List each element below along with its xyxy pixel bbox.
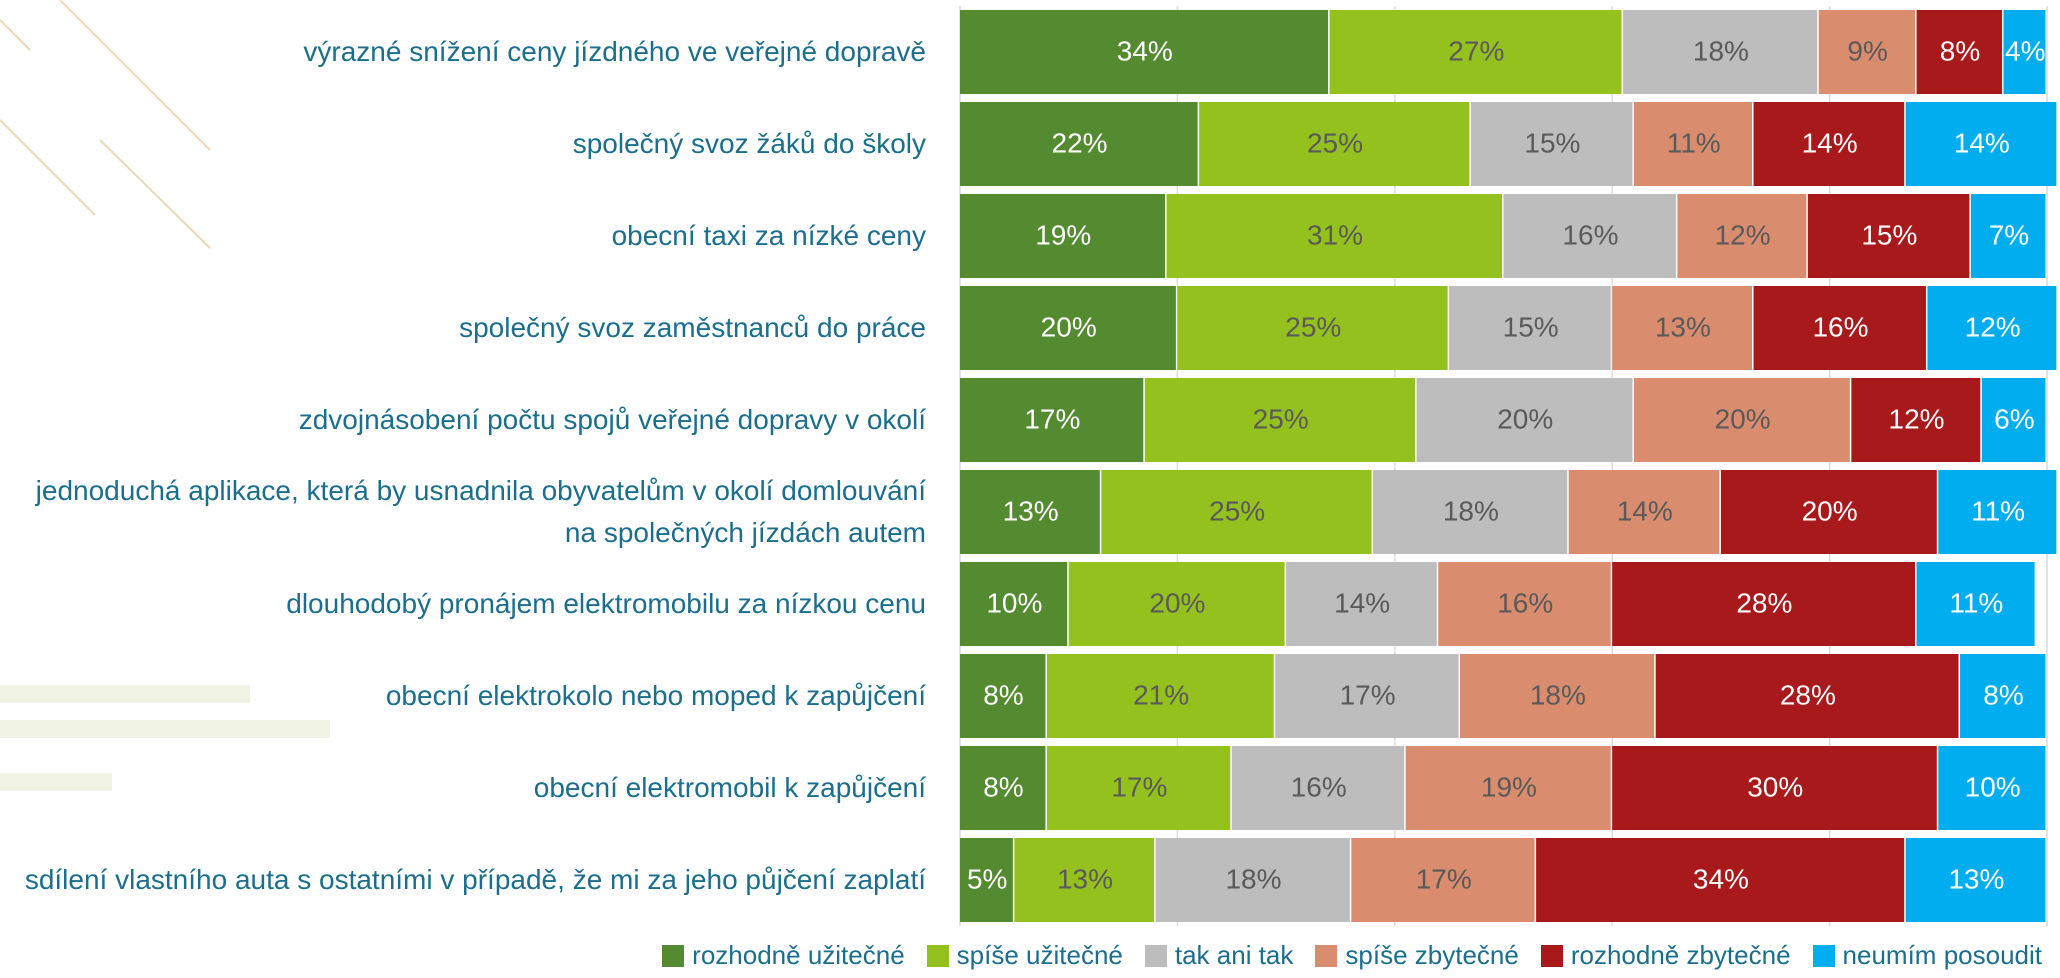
value-label: 15% — [1524, 127, 1580, 158]
legend-item: rozhodně zbytečné — [1541, 940, 1791, 971]
category-label: zdvojnásobení počtu spojů veřejné doprav… — [10, 378, 926, 462]
page: {"chart_data": {"type": "stacked-bar-hor… — [0, 0, 2060, 978]
value-label: 20% — [1497, 403, 1553, 434]
value-label: 16% — [1497, 587, 1553, 618]
value-label: 17% — [1340, 679, 1396, 710]
value-label: 7% — [1989, 219, 2029, 250]
legend-label: spíše užitečné — [957, 940, 1123, 971]
value-label: 30% — [1747, 771, 1803, 802]
value-label: 12% — [1715, 219, 1771, 250]
value-label: 15% — [1503, 311, 1559, 342]
value-label: 12% — [1889, 403, 1945, 434]
legend-label: rozhodně užitečné — [692, 940, 904, 971]
value-label: 18% — [1443, 495, 1499, 526]
value-label: 15% — [1861, 219, 1917, 250]
category-label: dlouhodobý pronájem elektromobilu za níz… — [10, 562, 926, 646]
value-label: 17% — [1416, 863, 1472, 894]
value-label: 18% — [1530, 679, 1586, 710]
value-label: 34% — [1117, 35, 1173, 66]
value-label: 13% — [1003, 495, 1059, 526]
value-label: 8% — [1983, 679, 2023, 710]
legend-swatch — [1145, 945, 1167, 967]
value-label: 13% — [1655, 311, 1711, 342]
value-label: 8% — [1940, 35, 1980, 66]
value-label: 18% — [1225, 863, 1281, 894]
value-label: 17% — [1024, 403, 1080, 434]
value-label: 25% — [1253, 403, 1309, 434]
value-label: 20% — [1149, 587, 1205, 618]
value-label: 28% — [1736, 587, 1792, 618]
legend-label: spíše zbytečné — [1345, 940, 1518, 971]
value-label: 8% — [983, 771, 1023, 802]
legend-swatch — [927, 945, 949, 967]
legend: rozhodně užitečné spíše užitečné tak ani t… — [662, 940, 2042, 971]
value-label: 14% — [1802, 127, 1858, 158]
value-label: 21% — [1133, 679, 1189, 710]
value-label: 11% — [1667, 127, 1721, 158]
legend-swatch — [662, 945, 684, 967]
value-label: 11% — [1949, 587, 2003, 618]
category-label: obecní elektromobil k zapůjčení — [10, 746, 926, 830]
legend-label: rozhodně zbytečné — [1571, 940, 1791, 971]
legend-label: tak ani tak — [1175, 940, 1294, 971]
category-label: společný svoz zaměstnanců do práce — [10, 286, 926, 370]
legend-item: neumím posoudit — [1813, 940, 2042, 971]
legend-swatch — [1541, 945, 1563, 967]
value-label: 20% — [1715, 403, 1771, 434]
legend-item: spíše zbytečné — [1315, 940, 1518, 971]
value-label: 25% — [1209, 495, 1265, 526]
legend-swatch — [1315, 945, 1337, 967]
value-label: 6% — [1994, 403, 2034, 434]
value-label: 13% — [1057, 863, 1113, 894]
value-label: 20% — [1041, 311, 1097, 342]
value-label: 27% — [1448, 35, 1504, 66]
value-label: 11% — [1971, 495, 2025, 526]
value-label: 4% — [2005, 35, 2045, 66]
value-label: 20% — [1802, 495, 1858, 526]
value-label: 13% — [1948, 863, 2004, 894]
value-label: 22% — [1052, 127, 1108, 158]
value-label: 19% — [1035, 219, 1091, 250]
category-label: sdílení vlastního auta s ostatními v pří… — [10, 838, 926, 922]
value-label: 34% — [1693, 863, 1749, 894]
value-label: 18% — [1693, 35, 1749, 66]
legend-swatch — [1813, 945, 1835, 967]
legend-item: spíše užitečné — [927, 940, 1123, 971]
value-label: 16% — [1562, 219, 1618, 250]
value-label: 10% — [1965, 771, 2021, 802]
category-label: společný svoz žáků do školy — [10, 102, 926, 186]
legend-item: rozhodně užitečné — [662, 940, 904, 971]
value-label: 14% — [1954, 127, 2010, 158]
value-label: 14% — [1334, 587, 1390, 618]
category-label: jednoduchá aplikace, která by usnadnila … — [10, 470, 926, 554]
category-label: obecní elektrokolo nebo moped k zapůjčen… — [10, 654, 926, 738]
value-label: 12% — [1965, 311, 2021, 342]
value-label: 19% — [1481, 771, 1537, 802]
legend-item: tak ani tak — [1145, 940, 1294, 971]
value-label: 5% — [967, 863, 1007, 894]
value-label: 28% — [1780, 679, 1836, 710]
category-label: výrazné snížení ceny jízdného ve veřejné… — [10, 10, 926, 94]
value-label: 17% — [1111, 771, 1167, 802]
value-label: 25% — [1285, 311, 1341, 342]
value-label: 16% — [1812, 311, 1868, 342]
value-label: 10% — [986, 587, 1042, 618]
value-label: 16% — [1291, 771, 1347, 802]
value-label: 25% — [1307, 127, 1363, 158]
value-label: 8% — [983, 679, 1023, 710]
value-label: 9% — [1847, 35, 1887, 66]
value-label: 14% — [1617, 495, 1673, 526]
category-label: obecní taxi za nízké ceny — [10, 194, 926, 278]
legend-label: neumím posoudit — [1843, 940, 2042, 971]
value-label: 31% — [1307, 219, 1363, 250]
